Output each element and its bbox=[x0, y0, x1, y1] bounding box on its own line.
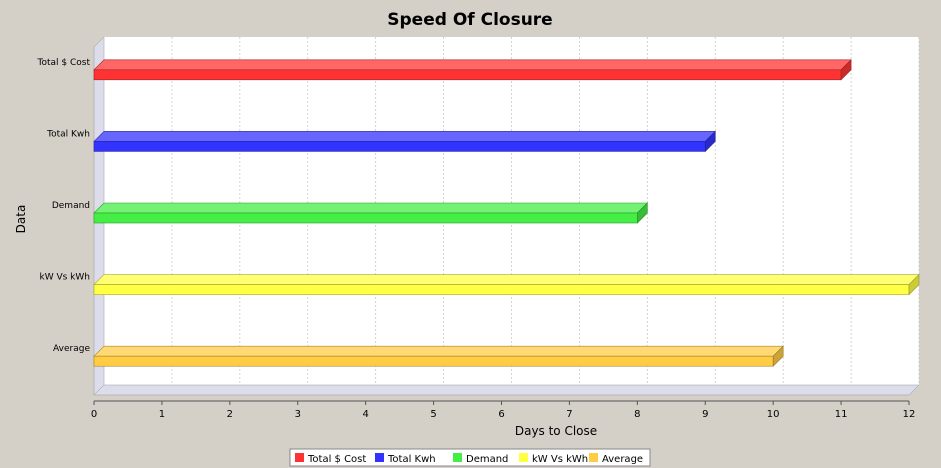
x-tick-label: 12 bbox=[903, 409, 916, 420]
bar-top bbox=[93, 59, 852, 71]
floor bbox=[93, 384, 920, 396]
x-tick-label: 3 bbox=[295, 409, 301, 420]
x-tick-label: 0 bbox=[91, 409, 97, 420]
legend-label: Demand bbox=[466, 454, 508, 465]
x-tick-label: 5 bbox=[430, 409, 436, 420]
category-label: Total Kwh bbox=[46, 129, 90, 139]
legend-label: Average bbox=[602, 454, 643, 465]
bar-end bbox=[840, 59, 852, 81]
bar-top bbox=[93, 131, 716, 142]
legend-item: Average bbox=[589, 453, 643, 465]
x-tick-label: 2 bbox=[227, 409, 233, 420]
bar-top bbox=[93, 274, 920, 285]
category-label: Demand bbox=[52, 201, 90, 211]
bar bbox=[93, 202, 649, 224]
bar-end bbox=[908, 273, 920, 296]
bar-front bbox=[93, 141, 706, 152]
legend-item: Demand bbox=[453, 453, 508, 465]
legend-label: kW Vs kWh bbox=[532, 454, 588, 465]
bar-front bbox=[93, 212, 638, 224]
x-tick-label: 8 bbox=[634, 409, 640, 420]
bar-front bbox=[93, 69, 842, 81]
legend-item: kW Vs kWh bbox=[519, 453, 588, 465]
x-tick-label: 6 bbox=[498, 409, 504, 420]
bar-top bbox=[93, 345, 784, 357]
x-tick-label: 1 bbox=[159, 409, 165, 420]
x-axis-label: Days to Close bbox=[515, 424, 597, 438]
legend-item: Total $ Cost bbox=[295, 453, 366, 465]
legend-swatch bbox=[375, 453, 384, 462]
bar bbox=[93, 345, 784, 367]
bar-front bbox=[93, 284, 910, 295]
x-tick-label: 9 bbox=[702, 409, 708, 420]
x-tick-label: 10 bbox=[767, 409, 780, 420]
legend-label: Total $ Cost bbox=[307, 454, 366, 465]
legend-swatch bbox=[519, 453, 528, 462]
bar bbox=[93, 273, 920, 296]
x-tick-label: 11 bbox=[835, 409, 848, 420]
legend-label: Total Kwh bbox=[387, 454, 436, 465]
category-label: kW Vs kWh bbox=[40, 273, 91, 283]
bar-end bbox=[772, 345, 784, 367]
x-tick-label: 4 bbox=[362, 409, 368, 420]
legend-item: Total Kwh bbox=[375, 453, 436, 465]
bar-end bbox=[704, 130, 716, 153]
x-tick-label: 7 bbox=[566, 409, 572, 420]
bar bbox=[93, 59, 852, 81]
legend-swatch bbox=[295, 453, 304, 462]
y-axis-label: Data bbox=[14, 205, 28, 234]
legend-swatch bbox=[453, 453, 462, 462]
category-label: Average bbox=[53, 344, 90, 354]
bar-end bbox=[637, 202, 648, 224]
bar bbox=[93, 130, 716, 153]
bar-front bbox=[93, 355, 774, 367]
bar-top bbox=[93, 202, 649, 214]
legend-swatch bbox=[589, 453, 598, 462]
category-label: Total $ Cost bbox=[37, 58, 91, 68]
chart-title: Speed Of Closure bbox=[387, 10, 552, 30]
legend: Total $ Cost Total Kwh Demand kW Vs kWh Aver… bbox=[289, 448, 651, 467]
